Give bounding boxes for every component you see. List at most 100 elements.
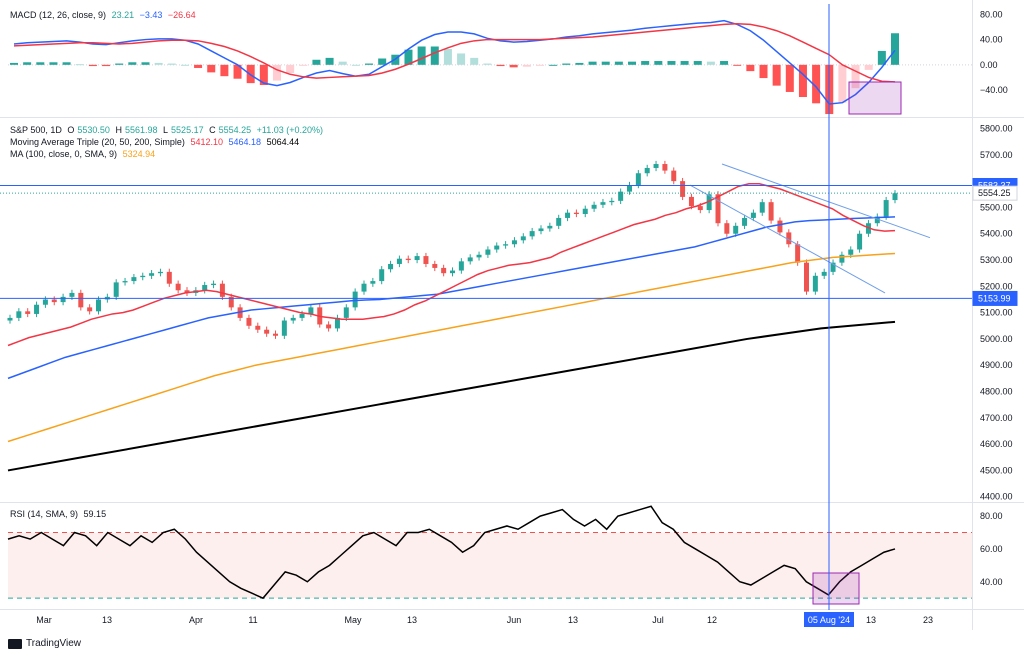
candle-body bbox=[830, 262, 836, 272]
macd-histogram-bar bbox=[522, 64, 531, 67]
macd-histogram-bar bbox=[286, 64, 295, 74]
candle-body bbox=[184, 290, 190, 293]
price-tick-label: 5100.00 bbox=[980, 308, 1013, 318]
macd-histogram-bar bbox=[75, 64, 84, 66]
price-label-last: 5554.25 bbox=[978, 188, 1011, 198]
rsi-tick-label: 40.00 bbox=[980, 577, 1003, 587]
candle-body bbox=[759, 202, 765, 213]
macd-histogram-bar bbox=[641, 61, 650, 65]
candle-body bbox=[458, 261, 464, 271]
candle-body bbox=[343, 307, 349, 318]
candle-body bbox=[60, 296, 66, 303]
candle-body bbox=[573, 212, 579, 214]
ma200-value: 5064.44 bbox=[266, 137, 300, 147]
rsi-line bbox=[7, 505, 896, 600]
macd-histogram-bar bbox=[496, 64, 505, 67]
macd-tick-label: 0.00 bbox=[980, 60, 998, 70]
macd-histogram-bar bbox=[628, 61, 637, 65]
rsi-value: 59.15 bbox=[83, 509, 107, 519]
macd-histogram-bar bbox=[207, 64, 216, 73]
macd-histogram-bar bbox=[483, 63, 492, 65]
ma20-value: 5412.10 bbox=[190, 137, 223, 147]
candle-body bbox=[591, 204, 597, 209]
macd-histogram-bar bbox=[720, 61, 729, 65]
candle-body bbox=[706, 194, 712, 211]
candle-body bbox=[255, 325, 261, 330]
price-tick-label: 5700.00 bbox=[980, 150, 1013, 160]
rsi-label: RSI (14, SMA, 9) bbox=[10, 509, 79, 519]
macd-histogram-bar bbox=[457, 53, 466, 65]
candle-body bbox=[511, 240, 517, 245]
candle-body bbox=[388, 263, 394, 270]
price-tick-label: 5500.00 bbox=[980, 202, 1013, 212]
macd-histogram-bar bbox=[535, 64, 544, 66]
candle-body bbox=[795, 244, 801, 263]
price-label-last-bg bbox=[972, 185, 1018, 201]
macd-histogram-bar bbox=[746, 64, 755, 72]
candle-body bbox=[264, 329, 270, 334]
close-value: 5554.25 bbox=[218, 125, 252, 135]
ma50-value: 5464.18 bbox=[228, 137, 262, 147]
candle-body bbox=[69, 292, 75, 297]
candle-body bbox=[609, 200, 615, 203]
macd-histogram-bar bbox=[549, 64, 558, 66]
trendline-upper bbox=[721, 163, 931, 239]
macd-histogram-bar bbox=[233, 64, 242, 79]
macd-histogram-bar bbox=[430, 46, 439, 65]
macd-histogram-bar bbox=[601, 61, 610, 65]
macd-histogram-bar bbox=[562, 63, 571, 65]
candle-body bbox=[600, 202, 606, 205]
price-tick-label: 5000.00 bbox=[980, 334, 1013, 344]
candle-body bbox=[582, 208, 588, 214]
candle-body bbox=[671, 170, 677, 182]
candle-body bbox=[246, 317, 252, 326]
candle-body bbox=[547, 225, 553, 229]
x-tick-label-crosshair: 05 Aug '24 bbox=[808, 615, 850, 625]
macd-histogram-bar bbox=[338, 61, 347, 65]
candle-body bbox=[87, 307, 93, 312]
x-tick-label: Jun bbox=[507, 615, 522, 625]
candle-body bbox=[883, 200, 889, 217]
macd-tick-label: 80.00 bbox=[980, 9, 1003, 19]
macd-histogram-bar bbox=[404, 49, 413, 65]
candle-body bbox=[662, 164, 668, 171]
x-tick-label: May bbox=[344, 615, 362, 625]
macd-histogram-bar bbox=[220, 64, 229, 77]
ma100-label: MA (100, close, 0, SMA, 9) bbox=[10, 149, 118, 159]
macd-histogram-bar bbox=[351, 64, 360, 66]
macd-histogram-bar bbox=[115, 63, 124, 65]
candle-body bbox=[175, 283, 181, 291]
candle-body bbox=[290, 317, 296, 321]
symbol-label: S&P 500, 1D bbox=[10, 125, 62, 135]
tradingview-logo[interactable]: TradingView bbox=[8, 638, 81, 649]
candle-body bbox=[865, 223, 871, 234]
candle-body bbox=[485, 249, 491, 255]
ma-triple-label: Moving Average Triple (20, 50, 200, Simp… bbox=[10, 137, 185, 147]
macd-histogram-bar bbox=[259, 64, 268, 86]
macd-histogram-bar bbox=[693, 61, 702, 65]
price-label-support: 5153.99 bbox=[978, 293, 1011, 303]
macd-histogram-bar bbox=[614, 61, 623, 65]
candle-body bbox=[140, 275, 146, 278]
candle-body bbox=[724, 223, 730, 234]
macd-histogram-bar bbox=[299, 64, 308, 66]
candle-body bbox=[565, 212, 571, 218]
candle-body bbox=[680, 181, 686, 197]
candle-body bbox=[750, 212, 756, 218]
macd-histogram-bar bbox=[785, 64, 794, 92]
candle-body bbox=[635, 173, 641, 186]
candle-body bbox=[361, 283, 367, 292]
macd-histogram-bar bbox=[365, 63, 374, 65]
rsi-legend: RSI (14, SMA, 9) 59.15 bbox=[10, 509, 109, 520]
rsi-tick-label: 60.00 bbox=[980, 544, 1003, 554]
candle-body bbox=[529, 231, 535, 237]
candle-body bbox=[892, 193, 898, 201]
candle-body bbox=[476, 254, 482, 258]
candle-body bbox=[804, 262, 809, 292]
candle-body bbox=[334, 317, 340, 329]
candle-body bbox=[644, 167, 650, 174]
candle-body bbox=[874, 216, 880, 224]
macd-histogram-bar bbox=[838, 64, 847, 103]
candle-body bbox=[777, 220, 783, 233]
candle-body bbox=[166, 271, 172, 284]
